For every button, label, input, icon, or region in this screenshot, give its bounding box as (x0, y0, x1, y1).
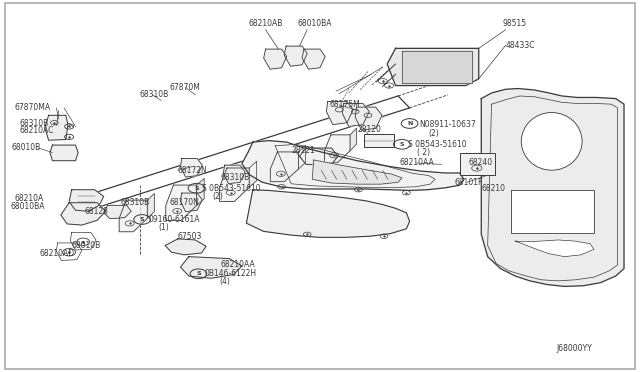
Polygon shape (511, 190, 594, 232)
Polygon shape (302, 49, 325, 69)
Polygon shape (165, 239, 206, 255)
Text: 98515: 98515 (502, 19, 527, 28)
Text: 68210A: 68210A (14, 194, 44, 203)
Text: 68010B: 68010B (72, 241, 101, 250)
Polygon shape (515, 240, 594, 257)
Text: 28120: 28120 (357, 125, 381, 134)
Polygon shape (342, 103, 369, 126)
Polygon shape (180, 193, 202, 212)
Text: S 0B543-51610: S 0B543-51610 (202, 184, 260, 193)
Text: 68310B: 68310B (140, 90, 169, 99)
Text: 68210AD: 68210AD (40, 249, 75, 258)
Text: 68310B: 68310B (120, 198, 150, 207)
Text: (2): (2) (429, 129, 440, 138)
Text: 68010BA: 68010BA (10, 202, 45, 211)
Polygon shape (220, 168, 249, 202)
Text: 68101F: 68101F (454, 178, 483, 187)
Text: S: S (140, 217, 145, 222)
Text: S: S (399, 142, 404, 147)
Text: 09160-6161A: 09160-6161A (148, 215, 200, 224)
Polygon shape (264, 49, 287, 69)
Polygon shape (284, 46, 307, 66)
Polygon shape (270, 152, 298, 182)
Text: (4): (4) (219, 278, 230, 286)
Ellipse shape (521, 112, 582, 170)
Polygon shape (223, 165, 245, 184)
Text: S: S (196, 271, 201, 276)
Polygon shape (196, 179, 204, 205)
Text: 68210AC: 68210AC (19, 126, 54, 135)
Text: 68210: 68210 (481, 185, 506, 193)
Polygon shape (61, 203, 106, 225)
Text: 67870MA: 67870MA (14, 103, 50, 112)
Polygon shape (312, 160, 402, 184)
Polygon shape (147, 193, 154, 218)
Polygon shape (402, 51, 472, 83)
Polygon shape (249, 161, 257, 187)
Bar (364, 134, 394, 147)
Polygon shape (355, 107, 382, 130)
Text: N: N (407, 121, 412, 126)
Text: 68128: 68128 (84, 207, 108, 216)
Polygon shape (481, 89, 624, 286)
Text: 68210AA: 68210AA (400, 158, 435, 167)
Text: S: S (194, 186, 199, 191)
Polygon shape (50, 145, 78, 161)
Polygon shape (246, 190, 410, 237)
Polygon shape (119, 200, 147, 232)
Text: 68240: 68240 (468, 158, 493, 167)
Text: 68010BA: 68010BA (298, 19, 332, 28)
Text: 0B146-6122H: 0B146-6122H (205, 269, 257, 278)
Text: 68310B: 68310B (19, 119, 49, 128)
Bar (460, 153, 495, 175)
Text: S 0B543-51610: S 0B543-51610 (408, 140, 467, 149)
Polygon shape (298, 145, 305, 169)
Text: 68170N: 68170N (170, 198, 200, 207)
Text: 68210AA: 68210AA (221, 260, 255, 269)
Polygon shape (242, 141, 464, 190)
Text: 68010B: 68010B (12, 143, 41, 152)
Text: 68175M: 68175M (330, 100, 360, 109)
Text: 68210AB: 68210AB (248, 19, 283, 28)
Polygon shape (45, 115, 68, 140)
Polygon shape (350, 128, 356, 151)
Text: 48433C: 48433C (506, 41, 535, 50)
Text: 68310B: 68310B (221, 173, 250, 182)
Polygon shape (324, 135, 350, 163)
Text: (2): (2) (212, 192, 223, 201)
Text: 67870M: 67870M (170, 83, 200, 92)
Polygon shape (180, 257, 242, 278)
Polygon shape (104, 205, 131, 219)
Polygon shape (180, 158, 202, 177)
Polygon shape (387, 48, 479, 86)
Text: N08911-10637: N08911-10637 (419, 120, 476, 129)
Text: 67503: 67503 (178, 232, 202, 241)
Polygon shape (166, 185, 196, 220)
Text: J68000YY: J68000YY (557, 344, 593, 353)
Text: 28121: 28121 (292, 146, 316, 155)
Text: 68172N: 68172N (178, 166, 207, 175)
Text: (1): (1) (158, 223, 169, 232)
Polygon shape (300, 148, 338, 164)
Text: ( 2): ( 2) (417, 148, 431, 157)
Polygon shape (326, 102, 353, 125)
Polygon shape (69, 190, 104, 211)
